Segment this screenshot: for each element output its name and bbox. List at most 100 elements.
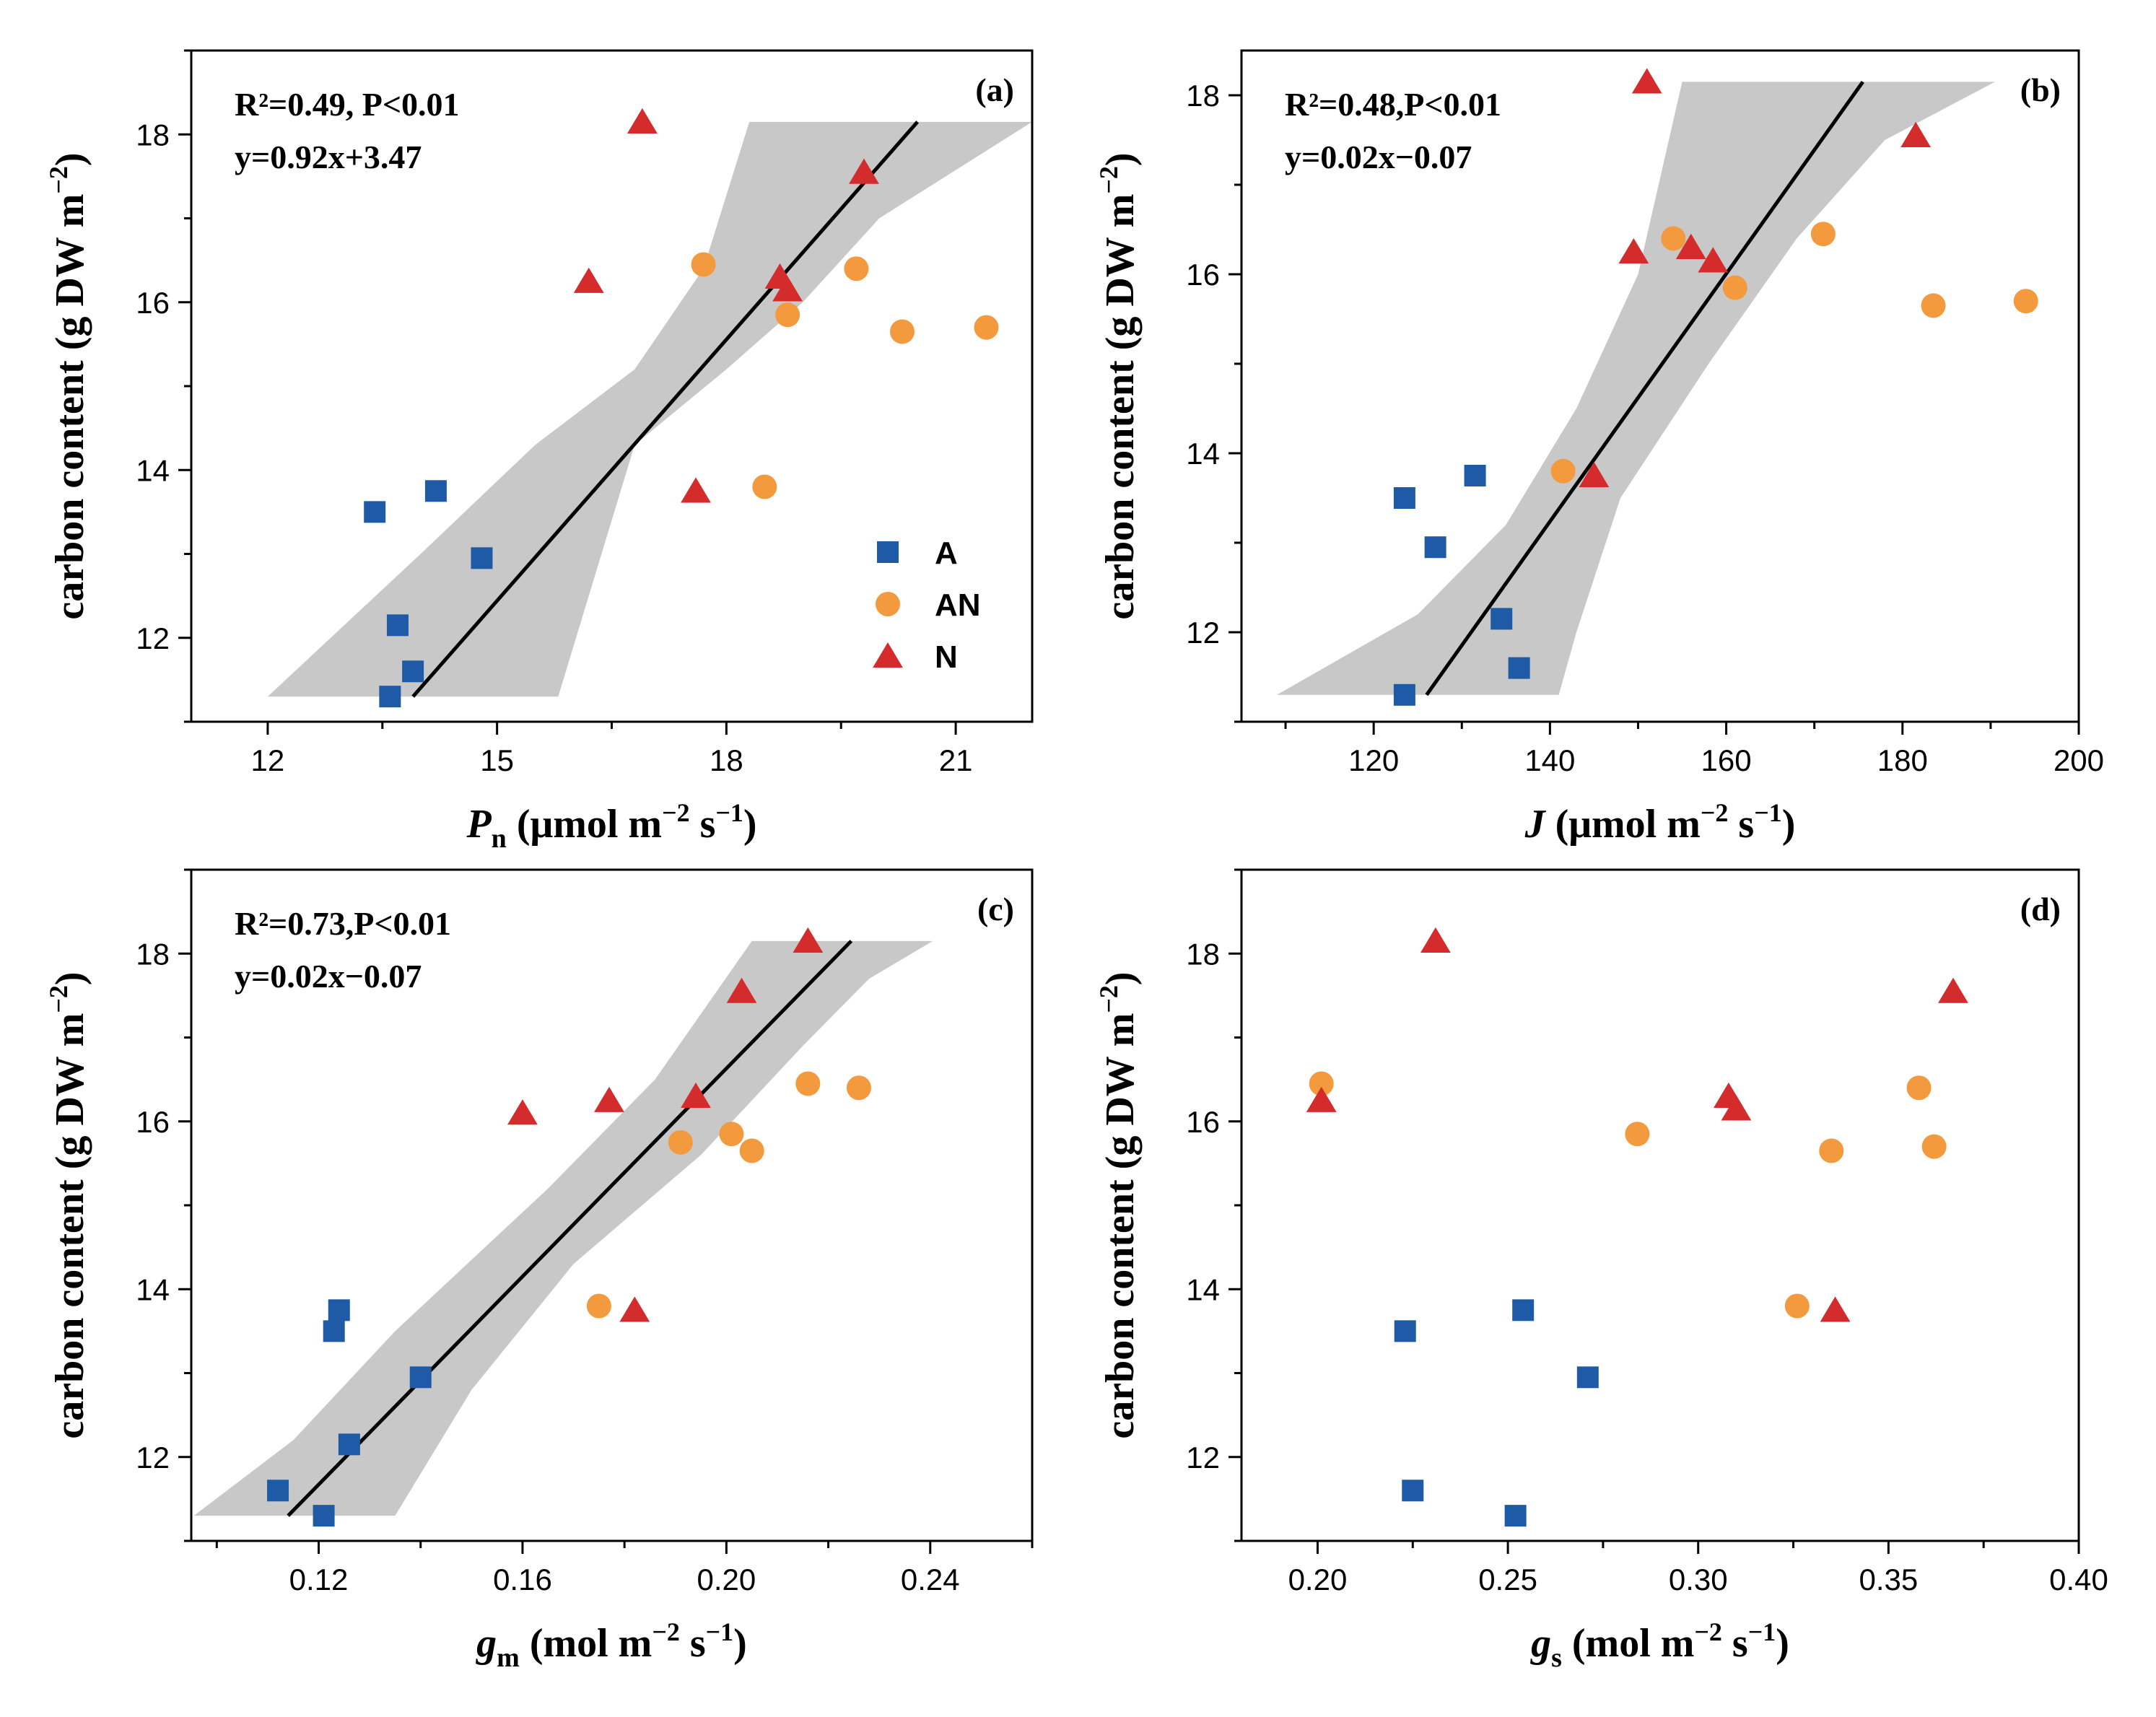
y-axis-title: carbon content (g DW m−2) (1094, 152, 1143, 619)
x-axis-title: gm (mol m−2 s−1) (475, 1617, 747, 1673)
y-tick-label: 18 (1186, 937, 1220, 971)
x-tick-label: 0.16 (493, 1563, 552, 1596)
y-tick-label: 14 (1186, 1272, 1220, 1306)
data-point-a (313, 1505, 335, 1527)
y-tick-label: 16 (136, 1105, 170, 1139)
data-point-n (849, 158, 879, 184)
data-point-a (424, 480, 447, 502)
x-tick-label: 0.20 (697, 1563, 756, 1596)
data-point-an (752, 474, 777, 499)
legend-label-a: A (935, 536, 958, 571)
legend-marker-an (876, 592, 900, 616)
panel-label: (d) (2020, 891, 2061, 927)
data-point-a (379, 686, 401, 708)
y-tick-label: 18 (1186, 79, 1220, 113)
data-point-a (1491, 608, 1513, 630)
y-tick-label: 12 (1186, 1441, 1220, 1474)
data-point-n (1675, 233, 1706, 259)
x-tick-label: 12 (251, 743, 285, 777)
data-point-a (1512, 1299, 1535, 1321)
chart-panel-1: 12 15 18 21 12 14 16 18 (a) R²=0.49, P<0.01 y=0.92… (44, 49, 1034, 854)
data-point-a (1402, 1480, 1424, 1502)
data-point-n (681, 1082, 711, 1109)
y-tick-label: 14 (136, 1272, 170, 1306)
equation-annotation: y=0.02x−0.07 (1285, 139, 1472, 175)
data-point-a (267, 1480, 289, 1502)
data-point-n (772, 276, 803, 302)
y-tick-label: 14 (1186, 437, 1220, 471)
y-tick-label: 18 (136, 118, 170, 152)
data-point-an (719, 1122, 744, 1147)
data-point-n (619, 1296, 650, 1322)
legend-label-n: N (935, 639, 958, 675)
y-tick-label: 16 (1186, 258, 1220, 292)
y-tick-label: 16 (1186, 1105, 1220, 1139)
regression-line (1425, 80, 1864, 696)
x-tick-label: 15 (480, 743, 514, 777)
data-point-n (726, 977, 757, 1003)
data-point-an (2013, 289, 2038, 314)
data-point-an (1819, 1138, 1844, 1163)
data-point-an (1625, 1122, 1650, 1147)
x-tick-label: 160 (1701, 743, 1752, 777)
plot-frame (1240, 49, 2080, 723)
data-point-a (328, 1299, 350, 1321)
data-point-a (364, 501, 386, 523)
panel-label: (c) (977, 891, 1014, 927)
x-axis-title: gs (mol m−2 s−1) (1529, 1617, 1789, 1673)
data-point-n (1631, 68, 1662, 94)
data-point-an (1309, 1071, 1334, 1096)
data-point-a (386, 614, 409, 637)
data-point-n (1900, 121, 1932, 147)
r-squared-annotation: R²=0.49, P<0.01 (235, 86, 460, 123)
x-tick-label: 0.35 (1859, 1563, 1918, 1596)
confidence-band (267, 121, 1033, 697)
panel-label: (b) (2020, 71, 2061, 108)
confidence-band (1276, 82, 1995, 695)
data-point-n (507, 1099, 538, 1125)
x-tick-label: 140 (1524, 743, 1575, 777)
data-point-an (1784, 1293, 1810, 1319)
data-point-an (795, 1071, 821, 1096)
data-point-a (1424, 536, 1446, 559)
x-tick-label: 0.25 (1478, 1563, 1537, 1596)
data-point-a (1508, 657, 1530, 679)
data-point-n (1618, 238, 1649, 264)
data-point-n (1579, 462, 1610, 488)
data-point-a (1393, 683, 1415, 706)
y-axis-title: carbon content (g DW m−2) (1094, 971, 1143, 1438)
data-point-an (1722, 275, 1747, 300)
x-tick-label: 120 (1348, 743, 1399, 777)
data-point-n (1698, 247, 1729, 273)
data-point-n (1306, 1086, 1337, 1112)
data-point-n (1938, 977, 1968, 1003)
r-squared-annotation: R²=0.73,P<0.01 (235, 905, 451, 942)
data-point-n (573, 267, 604, 293)
legend-marker-a (877, 541, 899, 563)
data-point-a (1504, 1505, 1527, 1527)
data-point-n (1820, 1296, 1851, 1322)
data-point-n (1721, 1095, 1752, 1121)
panel-label: (a) (975, 71, 1014, 108)
y-tick-label: 12 (1186, 616, 1220, 650)
data-point-a (471, 547, 493, 569)
data-point-n (793, 927, 824, 953)
data-point-a (402, 660, 424, 683)
data-point-a (1464, 465, 1486, 486)
plot-frame (1240, 868, 2080, 1542)
x-tick-label: 0.30 (1669, 1563, 1728, 1596)
confidence-band (193, 940, 933, 1516)
data-point-an (974, 315, 999, 340)
legend-label-an: AN (935, 587, 981, 623)
data-point-an (844, 256, 869, 281)
x-axis-title: J (μmol m−2 s−1) (1524, 798, 1796, 847)
regression-line (411, 121, 920, 698)
data-point-a (1393, 487, 1415, 509)
chart-panel-2: 120 140 160 180 200 12 14 16 18 (b) R²=0.48,P<0.01… (1094, 49, 2104, 847)
x-tick-label: 0.20 (1288, 1563, 1348, 1596)
data-point-an (1810, 222, 1836, 247)
y-tick-label: 14 (136, 453, 170, 487)
data-point-an (1921, 1134, 1947, 1159)
data-point-an (1661, 226, 1686, 251)
